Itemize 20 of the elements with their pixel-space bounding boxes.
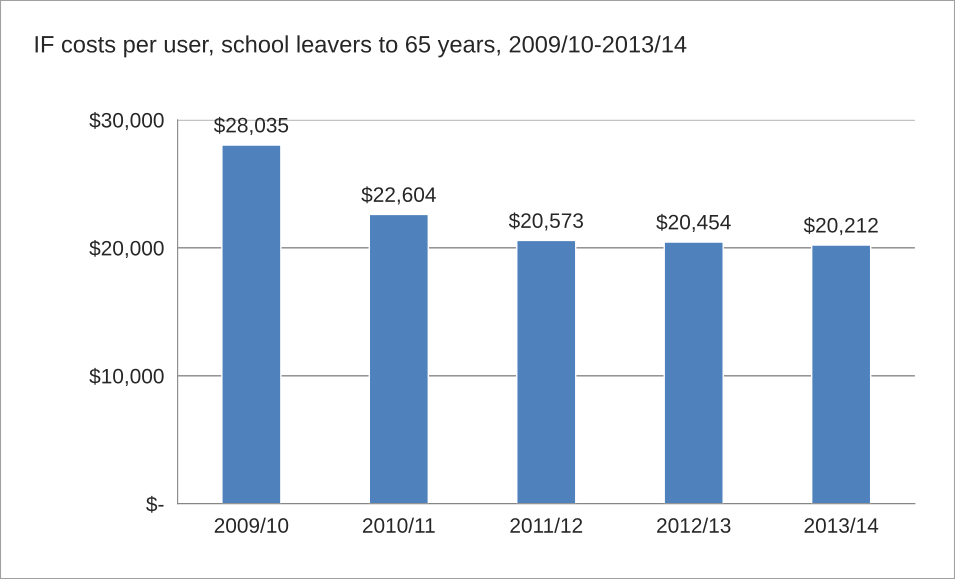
data-label: $20,212 [804,217,878,236]
bar [516,240,576,504]
y-tick-label: $- [146,496,164,513]
chart-title: IF costs per user, school leavers to 65 years, 2009/10-2013/14 [36,35,686,58]
bar [221,144,282,504]
y-tick-label: $20,000 [89,240,164,258]
y-tick-label: $30,000 [89,112,164,130]
x-tick-label: 2012/13 [657,518,730,533]
data-label: $20,573 [508,212,583,230]
y-tick-label: $10,000 [89,368,164,386]
x-tick-label: 2013/14 [804,518,878,533]
bar [664,241,724,504]
x-tick-label: 2011/12 [510,518,582,533]
x-tick-label: 2009/10 [214,518,288,533]
x-tick-label: 2010/11 [362,518,435,533]
data-label: $20,454 [656,214,731,232]
bar [368,214,429,504]
bar [810,244,872,504]
data-label: $28,035 [214,116,288,136]
data-label: $22,604 [361,186,436,204]
